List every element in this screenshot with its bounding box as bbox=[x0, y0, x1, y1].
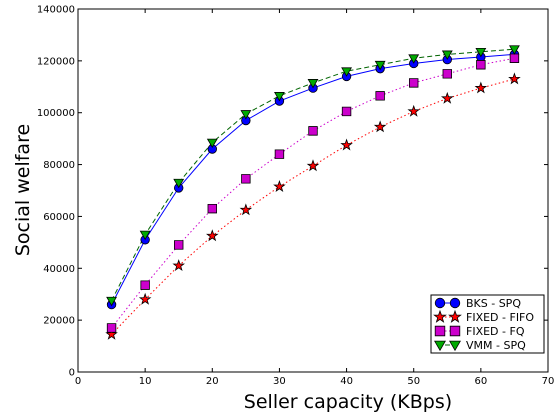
y-tick-label: 140000 bbox=[37, 5, 75, 16]
y-tick-label: 0 bbox=[69, 368, 75, 379]
legend-marker bbox=[435, 298, 445, 308]
y-tick-label: 60000 bbox=[43, 212, 75, 223]
data-point bbox=[476, 83, 486, 93]
legend-marker bbox=[450, 326, 460, 336]
y-axis-title: Social welfare bbox=[12, 124, 34, 256]
data-point bbox=[174, 260, 184, 270]
y-tick-label: 120000 bbox=[37, 56, 75, 67]
data-point bbox=[107, 324, 116, 333]
y-tick-label: 100000 bbox=[37, 108, 75, 119]
data-point bbox=[342, 107, 351, 116]
legend-label: BKS - SPQ bbox=[466, 297, 521, 310]
data-point bbox=[510, 54, 519, 63]
legend-label: FIXED - FIFO bbox=[466, 311, 534, 324]
data-point bbox=[409, 106, 419, 116]
data-point bbox=[141, 281, 150, 290]
legend-label: FIXED - FQ bbox=[466, 325, 525, 338]
data-point bbox=[208, 204, 217, 213]
x-axis-title: Seller capacity (KBps) bbox=[244, 391, 452, 413]
x-tick-label: 30 bbox=[273, 376, 286, 387]
data-point bbox=[309, 127, 318, 136]
x-tick-label: 0 bbox=[75, 376, 81, 387]
x-tick-label: 50 bbox=[407, 376, 420, 387]
data-point bbox=[174, 241, 183, 250]
data-point bbox=[242, 175, 251, 184]
y-tick-label: 40000 bbox=[43, 264, 75, 275]
legend-marker bbox=[450, 298, 460, 308]
data-point bbox=[443, 70, 452, 79]
legend-marker bbox=[435, 326, 445, 336]
data-point bbox=[308, 160, 318, 170]
data-point bbox=[509, 74, 519, 84]
legend-label: VMM - SPQ bbox=[466, 339, 526, 352]
data-point bbox=[275, 150, 284, 159]
x-tick-label: 10 bbox=[139, 376, 152, 387]
data-point bbox=[140, 294, 150, 304]
data-point bbox=[477, 60, 486, 69]
y-tick-label: 80000 bbox=[43, 160, 75, 171]
x-tick-label: 70 bbox=[542, 376, 555, 387]
data-point bbox=[341, 140, 351, 150]
data-point bbox=[274, 181, 284, 191]
x-tick-label: 20 bbox=[206, 376, 219, 387]
data-point bbox=[376, 92, 385, 101]
data-point bbox=[241, 205, 251, 215]
x-tick-label: 40 bbox=[340, 376, 353, 387]
y-tick-label: 20000 bbox=[43, 316, 75, 327]
data-point bbox=[442, 93, 452, 103]
x-tick-label: 60 bbox=[474, 376, 487, 387]
data-point bbox=[409, 79, 418, 88]
data-point bbox=[375, 122, 385, 132]
